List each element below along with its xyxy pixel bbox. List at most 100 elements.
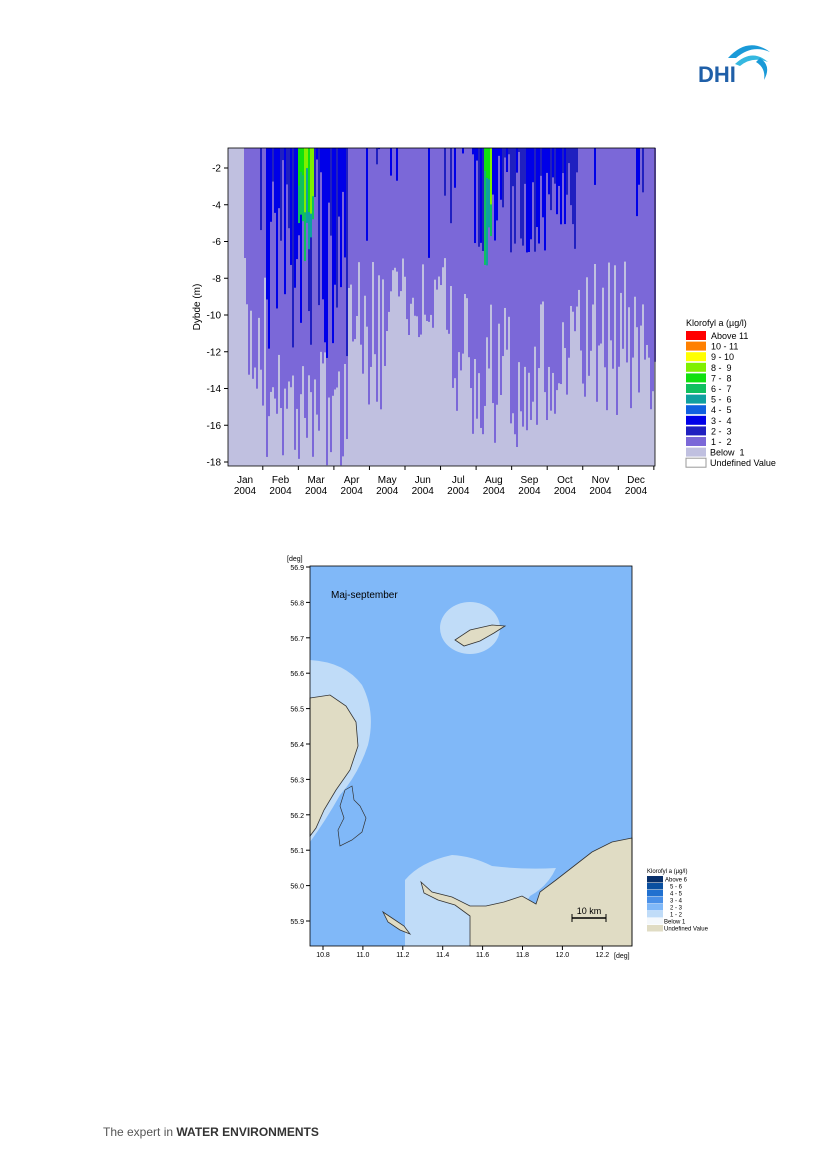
heatmap-cell	[346, 148, 348, 357]
y-tick-label: 56.6	[290, 671, 304, 678]
heatmap-cell	[568, 148, 570, 164]
heatmap-cell	[376, 148, 378, 402]
heatmap-cell	[532, 148, 534, 402]
heatmap-cell	[526, 148, 528, 253]
heatmap-cell	[386, 148, 388, 332]
heatmap-cell	[494, 148, 496, 241]
heatmap-cell	[438, 148, 440, 277]
heatmap-cell	[412, 148, 414, 298]
legend-swatch	[686, 362, 706, 372]
heatmap-cell	[606, 148, 608, 411]
legend-label: 6 - 7	[711, 384, 732, 394]
shallow-area	[440, 602, 500, 654]
y-tick-label: 56.5	[290, 707, 304, 714]
heatmap-cell	[492, 148, 494, 404]
x-tick-label: Oct	[557, 475, 573, 486]
heatmap-cell	[380, 148, 382, 410]
heatmap-cell	[554, 148, 556, 184]
footer-bold: WATER ENVIRONMENTS	[176, 1125, 318, 1139]
y-axis-label: Dybde (m)	[192, 284, 203, 331]
heatmap-cell	[360, 148, 362, 345]
heatmap-cell	[634, 148, 636, 297]
heatmap-cell	[302, 148, 304, 367]
x-tick-label: 11.8	[516, 952, 529, 959]
heatmap-cell	[478, 148, 480, 374]
legend-label: 3 - 4	[711, 416, 732, 426]
island	[381, 910, 412, 935]
heatmap-cell	[444, 148, 446, 196]
heatmap-cell	[340, 148, 342, 466]
legend-label: Above 6	[665, 878, 688, 884]
heatmap-cell	[422, 148, 424, 265]
x-tick-label: Aug	[485, 475, 503, 486]
heatmap-cell	[480, 148, 482, 428]
heatmap-cell	[296, 148, 298, 260]
y-tick-label: -18	[207, 458, 222, 469]
heatmap-cell	[636, 148, 638, 328]
heatmap-cell	[248, 148, 250, 375]
heatmap-cell	[396, 148, 398, 272]
heatmap-cell	[558, 148, 560, 384]
heatmap-cell	[466, 148, 468, 299]
heatmap-cell	[282, 148, 284, 161]
legend-label: Undefined Value	[710, 458, 776, 468]
heatmap-cell	[278, 148, 280, 355]
heatmap-cell	[254, 148, 256, 368]
legend-swatch	[686, 331, 706, 340]
heatmap-cell	[636, 148, 638, 217]
heatmap-cell	[602, 148, 604, 288]
heatmap-cell	[476, 148, 478, 419]
heatmap-cell	[574, 148, 576, 249]
x-tick-label: 2004	[341, 486, 364, 497]
heatmap-cell	[376, 148, 378, 165]
heatmap-cell	[288, 148, 290, 382]
legend-label: 5 - 6	[711, 395, 732, 405]
heatmap-cell	[370, 148, 372, 367]
heatmap-cell	[260, 148, 262, 370]
heatmap-cell	[506, 148, 508, 350]
heatmap-cell	[536, 148, 538, 425]
heatmap-cell	[478, 148, 480, 247]
heatmap-cell	[570, 148, 572, 306]
footer-tagline: The expert in WATER ENVIRONMENTS	[103, 1125, 319, 1139]
heatmap-cell	[444, 148, 446, 259]
x-tick-label: Nov	[592, 475, 610, 486]
heatmap-cell	[464, 148, 466, 294]
heatmap-cell	[484, 148, 486, 406]
heatmap-cell	[344, 148, 346, 258]
heatmap-cell	[424, 148, 426, 315]
heatmap-cell	[290, 148, 292, 388]
heatmap-cell	[312, 148, 314, 197]
outline	[337, 785, 367, 847]
heatmap-cell	[476, 148, 478, 161]
heatmap-cell	[586, 148, 588, 278]
legend-swatch	[647, 897, 663, 904]
legend-swatch	[647, 890, 663, 897]
heatmap-cell	[564, 148, 566, 225]
heatmap-cell	[388, 148, 390, 312]
heatmap-cell	[278, 148, 280, 209]
heatmap-cell	[314, 148, 316, 380]
heatmap-cell	[384, 148, 386, 366]
x-tick-label: 11.4	[436, 952, 449, 959]
legend-swatch	[647, 911, 663, 918]
heatmap-cell	[368, 148, 370, 405]
legend-swatch	[686, 373, 706, 383]
heatmap-cell	[350, 148, 352, 285]
legend-swatch	[647, 883, 663, 890]
legend-swatch	[686, 415, 706, 425]
y-tick-label: 56.0	[290, 884, 304, 891]
heatmap-cell	[632, 148, 634, 358]
logo-swoosh	[728, 45, 770, 58]
heatmap-cell	[456, 148, 458, 411]
heatmap-cell	[528, 148, 530, 253]
legend-swatch	[647, 876, 663, 883]
heatmap-cell	[616, 148, 618, 415]
heatmap-cell	[480, 148, 482, 243]
heatmap-cell	[460, 148, 462, 371]
heatmap-cell	[348, 148, 350, 288]
heatmap-cell	[440, 148, 442, 286]
heatmap-cell	[508, 148, 510, 317]
heatmap-cell	[496, 148, 498, 221]
heatmap-cell	[618, 148, 620, 367]
